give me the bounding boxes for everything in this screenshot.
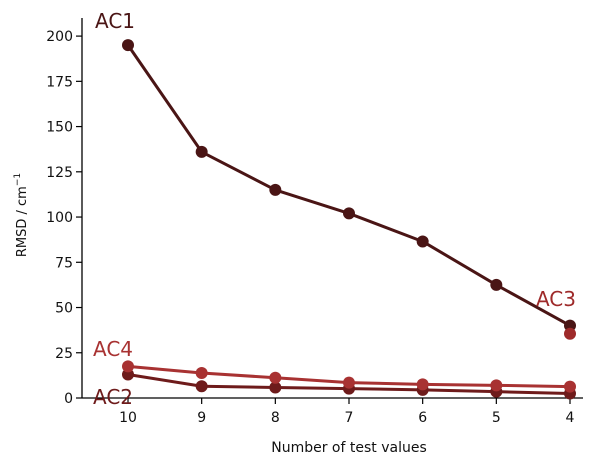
data-point-ac4 xyxy=(343,376,355,389)
data-point-ac1 xyxy=(416,235,429,248)
y-tick-label: 100 xyxy=(46,210,73,226)
data-point-ac4 xyxy=(122,360,134,373)
y-tick-label: 25 xyxy=(55,346,73,362)
data-point-ac1 xyxy=(343,207,355,220)
series-line-ac1 xyxy=(126,44,571,327)
series-ac3 xyxy=(564,327,576,340)
y-axis-label-text: RMSD / cm xyxy=(15,186,30,257)
x-axis-label: Number of test values xyxy=(271,440,427,456)
y-axis-label: RMSD / cm−1 xyxy=(13,173,30,257)
data-point-ac1 xyxy=(490,278,503,291)
series-label-ac4: AC4 xyxy=(93,337,133,361)
data-point-ac4 xyxy=(195,367,208,380)
data-point-ac3 xyxy=(564,327,576,340)
data-point-ac1 xyxy=(269,183,282,196)
y-tick-label: 50 xyxy=(55,301,73,317)
series-labels: AC1 AC2 AC3 AC4 xyxy=(93,9,576,409)
x-tick-label: 9 xyxy=(197,410,206,426)
x-tick-label: 8 xyxy=(271,410,280,426)
y-tick-label: 175 xyxy=(46,74,73,90)
y-tick-label: 75 xyxy=(55,255,73,271)
x-tick-label: 5 xyxy=(492,410,501,426)
series-label-ac3: AC3 xyxy=(536,287,576,311)
y-tick-label: 0 xyxy=(64,391,73,407)
x-tick-label: 7 xyxy=(345,410,354,426)
series-label-ac1: AC1 xyxy=(95,9,135,33)
data-point-ac4 xyxy=(416,378,429,391)
data-point-ac4 xyxy=(564,380,576,393)
y-axis-label-superscript: −1 xyxy=(13,173,23,186)
series-layer xyxy=(122,39,576,400)
series-ac4 xyxy=(122,360,576,393)
data-point-ac1 xyxy=(122,39,134,52)
data-point-ac4 xyxy=(490,379,503,392)
data-point-ac2 xyxy=(195,380,208,393)
y-tick-label: 125 xyxy=(46,165,73,181)
data-point-ac4 xyxy=(269,371,282,384)
data-point-ac1 xyxy=(195,145,208,158)
x-tick-label: 6 xyxy=(418,410,427,426)
x-tick-label: 10 xyxy=(119,410,137,426)
axes: 0 25 50 75 100 125 150 175 200 10 9 8 7 6 5 4 xyxy=(46,18,583,426)
data-point-ac2 xyxy=(269,381,282,394)
y-tick-label: 200 xyxy=(46,29,73,45)
x-tick-label: 4 xyxy=(566,410,575,426)
series-ac1 xyxy=(122,39,576,332)
y-tick-label: 150 xyxy=(46,120,73,136)
series-label-ac2: AC2 xyxy=(93,385,133,409)
